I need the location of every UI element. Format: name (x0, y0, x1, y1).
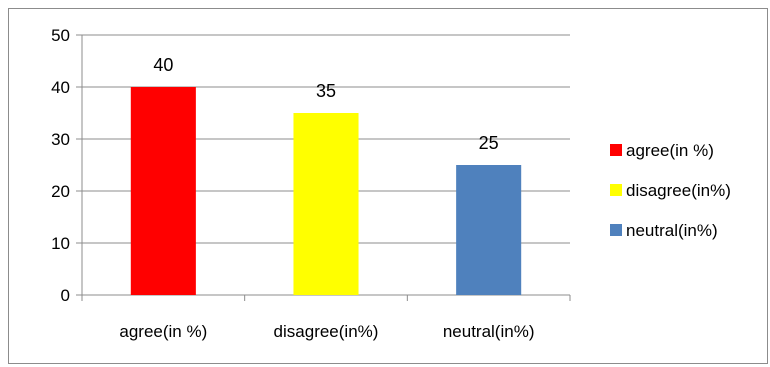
data-label: 25 (479, 133, 499, 153)
legend: agree(in %) disagree(in%) neutral(in%) (610, 141, 731, 240)
bar (130, 87, 196, 295)
bars (130, 87, 522, 295)
y-tick-label: 40 (51, 78, 70, 97)
legend-swatch (610, 144, 622, 156)
bar (456, 165, 522, 295)
legend-label: agree(in %) (626, 141, 714, 160)
y-tick-label: 10 (51, 234, 70, 253)
y-tick-label: 30 (51, 130, 70, 149)
x-tick-label: agree(in %) (119, 322, 207, 341)
x-tick-label: disagree(in%) (274, 322, 379, 341)
data-labels: 40 35 25 (153, 55, 498, 153)
legend-label: neutral(in%) (626, 221, 718, 240)
x-tick-label: neutral(in%) (443, 322, 535, 341)
bar (293, 113, 359, 295)
data-label: 40 (153, 55, 173, 75)
y-axis: 0 10 20 30 40 50 (51, 26, 83, 305)
y-tick-label: 0 (61, 286, 70, 305)
data-label: 35 (316, 81, 336, 101)
y-tick-label: 20 (51, 182, 70, 201)
legend-label: disagree(in%) (626, 181, 731, 200)
x-axis: agree(in %) disagree(in%) neutral(in%) (81, 294, 571, 341)
legend-swatch (610, 224, 622, 236)
legend-swatch (610, 184, 622, 196)
y-tick-label: 50 (51, 26, 70, 45)
